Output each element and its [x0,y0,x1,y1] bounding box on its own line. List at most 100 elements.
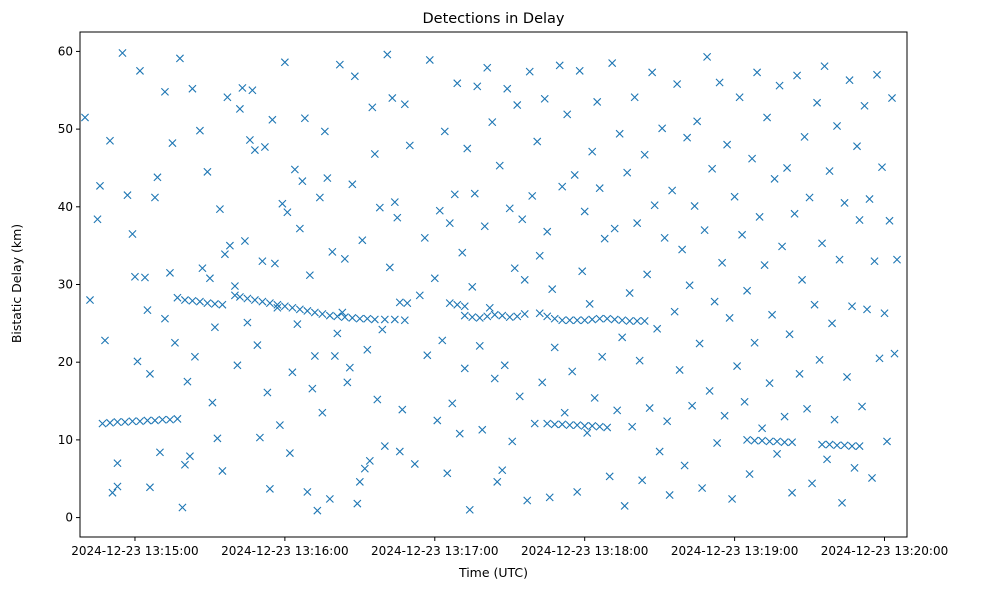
data-point-marker [773,437,782,446]
data-point-marker [515,392,524,401]
data-point-marker [160,314,169,323]
data-point-marker [253,341,262,350]
data-point-marker [205,274,214,283]
data-point-marker [663,417,672,426]
data-point-marker [243,294,252,303]
data-point-marker [315,193,324,202]
data-point-marker [86,296,94,305]
data-point-marker [360,464,369,473]
data-point-marker [808,479,817,488]
data-point-marker [323,174,332,183]
data-point-marker [583,428,592,437]
data-point-marker [585,299,594,308]
data-point-marker [480,222,489,231]
data-point-marker [735,93,744,102]
data-point-marker [673,80,682,89]
data-point-marker [270,259,279,268]
data-point-marker [373,395,382,404]
data-point-marker [518,215,527,224]
data-point-marker [460,302,469,311]
data-point-marker [835,255,844,264]
data-point-marker [390,198,399,207]
data-point-marker [780,438,789,447]
data-point-marker [128,417,137,426]
data-point-marker [858,402,867,411]
data-point-marker [550,314,559,323]
data-point-marker [463,144,472,153]
data-point-marker [795,369,804,378]
data-point-marker [558,316,567,325]
data-point-marker [595,422,604,431]
data-point-marker [290,165,299,174]
data-point-marker [538,378,547,387]
data-point-marker [708,164,717,173]
data-point-marker [338,308,347,317]
data-point-marker [380,442,389,451]
data-point-marker [398,405,407,414]
data-point-marker [733,362,742,371]
data-point-marker [113,418,122,427]
data-point-marker [645,404,654,413]
data-point-marker [145,483,154,492]
data-point-marker [848,302,857,311]
data-point-marker [135,66,144,75]
data-point-marker [523,496,532,505]
data-point-marker [595,314,604,323]
data-point-marker [403,299,412,308]
data-point-marker [738,230,747,239]
data-point-marker [743,435,752,444]
data-point-marker [260,142,269,151]
data-point-marker [195,126,204,135]
plot-area-frame [79,31,908,538]
data-point-marker [285,449,294,458]
y-tick-label: 50 [58,122,73,136]
data-point-marker [813,98,822,107]
data-point-marker [703,52,712,61]
data-point-marker [400,100,409,109]
data-point-marker [693,117,702,126]
data-point-marker [98,419,107,428]
data-point-marker [108,488,117,497]
data-point-marker [558,182,567,191]
data-point-marker [543,227,552,236]
data-point-marker [348,313,357,322]
data-point-marker [670,307,679,316]
data-point-marker [838,498,847,507]
data-point-marker [800,132,809,141]
data-point-marker [333,312,342,321]
data-point-marker [855,442,864,451]
data-point-marker [828,319,837,328]
data-point-marker [293,320,302,329]
data-point-marker [550,420,559,429]
data-point-marker [498,466,507,475]
data-point-marker [683,133,692,142]
data-point-marker [825,167,834,176]
data-point-marker [255,433,264,442]
data-point-marker [300,114,309,123]
data-point-marker [278,199,287,208]
data-point-marker [143,306,152,315]
y-axis-title: Bistatic Delay (km) [9,224,24,343]
data-point-marker [558,420,567,429]
data-point-marker [505,204,514,213]
data-point-marker [730,192,739,201]
data-point-marker [220,250,229,259]
data-point-marker [580,421,589,430]
data-point-marker [883,437,892,446]
data-point-marker [450,190,459,199]
x-tick-label: 2024-12-23 13:15:00 [71,544,198,558]
data-point-marker [483,63,492,72]
data-point-marker [578,267,587,276]
data-point-marker [100,336,109,345]
data-point-marker [543,419,552,428]
data-point-marker [475,313,484,322]
data-point-marker [840,441,849,450]
data-point-marker [765,437,774,446]
data-point-marker [350,72,359,81]
data-point-marker [500,361,509,370]
data-point-marker [93,215,102,224]
data-marks [81,48,901,515]
data-point-marker [723,140,732,149]
data-point-marker [208,398,217,407]
data-point-marker [130,272,139,281]
